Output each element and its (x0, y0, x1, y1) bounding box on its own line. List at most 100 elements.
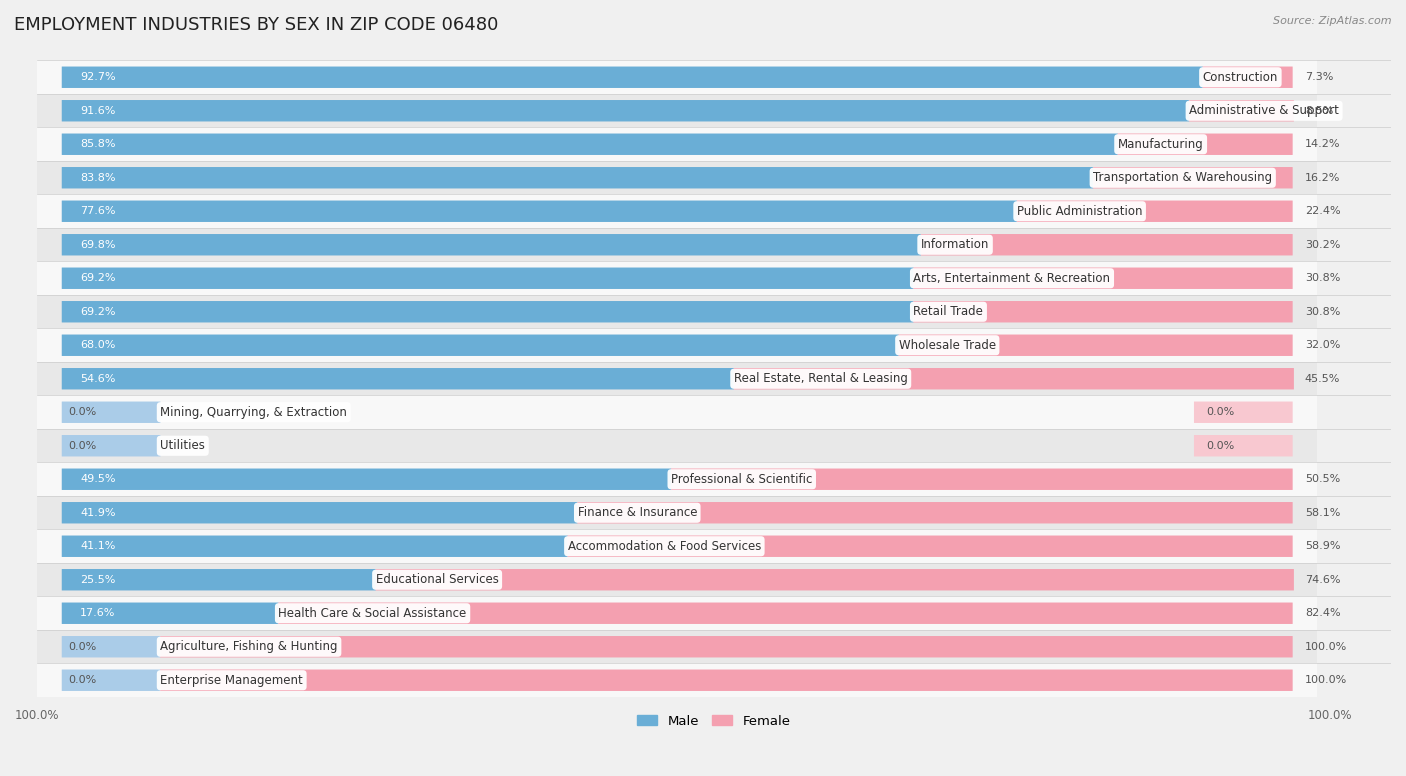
FancyBboxPatch shape (1118, 133, 1292, 155)
FancyBboxPatch shape (1092, 167, 1292, 189)
Text: 30.2%: 30.2% (1305, 240, 1340, 250)
Text: 54.6%: 54.6% (80, 374, 115, 384)
Text: Accommodation & Food Services: Accommodation & Food Services (568, 540, 761, 553)
Bar (37, 94, 1317, 127)
Text: 0.0%: 0.0% (67, 675, 96, 685)
FancyBboxPatch shape (62, 368, 734, 390)
Bar (37, 496, 1317, 529)
Bar (37, 462, 1317, 496)
Text: 49.5%: 49.5% (80, 474, 115, 484)
Text: 69.8%: 69.8% (80, 240, 115, 250)
Bar (37, 161, 1317, 195)
Text: Manufacturing: Manufacturing (1118, 138, 1204, 151)
Bar (37, 195, 1317, 228)
FancyBboxPatch shape (1017, 200, 1292, 222)
Text: 0.0%: 0.0% (67, 407, 96, 417)
FancyBboxPatch shape (62, 401, 160, 423)
Text: Professional & Scientific: Professional & Scientific (671, 473, 813, 486)
Text: Arts, Entertainment & Recreation: Arts, Entertainment & Recreation (914, 272, 1111, 285)
Text: Enterprise Management: Enterprise Management (160, 674, 304, 687)
Text: Source: ZipAtlas.com: Source: ZipAtlas.com (1274, 16, 1392, 26)
Text: 82.4%: 82.4% (1305, 608, 1340, 618)
FancyBboxPatch shape (62, 670, 160, 691)
Text: 0.0%: 0.0% (1206, 407, 1234, 417)
Text: 68.0%: 68.0% (80, 340, 115, 350)
Bar (37, 127, 1317, 161)
Text: 45.5%: 45.5% (1305, 374, 1340, 384)
Bar (37, 295, 1317, 328)
Bar (37, 563, 1317, 597)
FancyBboxPatch shape (62, 167, 1094, 189)
FancyBboxPatch shape (62, 636, 160, 657)
Text: Public Administration: Public Administration (1017, 205, 1142, 218)
Bar (37, 529, 1317, 563)
FancyBboxPatch shape (62, 535, 568, 557)
Bar (37, 429, 1317, 462)
Text: Administrative & Support: Administrative & Support (1189, 104, 1339, 117)
Text: 41.1%: 41.1% (80, 541, 115, 551)
Text: EMPLOYMENT INDUSTRIES BY SEX IN ZIP CODE 06480: EMPLOYMENT INDUSTRIES BY SEX IN ZIP CODE… (14, 16, 499, 33)
Text: 30.8%: 30.8% (1305, 307, 1340, 317)
Text: 58.9%: 58.9% (1305, 541, 1340, 551)
Text: 83.8%: 83.8% (80, 173, 115, 183)
FancyBboxPatch shape (62, 502, 578, 524)
Text: Utilities: Utilities (160, 439, 205, 452)
FancyBboxPatch shape (671, 469, 1292, 490)
Text: 17.6%: 17.6% (80, 608, 115, 618)
Legend: Male, Female: Male, Female (633, 709, 796, 733)
Text: 100.0%: 100.0% (1305, 642, 1347, 652)
Text: Information: Information (921, 238, 990, 251)
Text: Wholesale Trade: Wholesale Trade (898, 339, 995, 352)
FancyBboxPatch shape (914, 268, 1292, 289)
Bar (37, 262, 1317, 295)
FancyBboxPatch shape (62, 200, 1017, 222)
Text: 41.9%: 41.9% (80, 508, 115, 518)
FancyBboxPatch shape (921, 234, 1292, 255)
Text: 16.2%: 16.2% (1305, 173, 1340, 183)
FancyBboxPatch shape (375, 569, 1294, 591)
Text: 8.5%: 8.5% (1305, 106, 1333, 116)
Text: Agriculture, Fishing & Hunting: Agriculture, Fishing & Hunting (160, 640, 337, 653)
Text: Transportation & Warehousing: Transportation & Warehousing (1094, 171, 1272, 184)
FancyBboxPatch shape (62, 268, 914, 289)
Bar (37, 328, 1317, 362)
Text: 14.2%: 14.2% (1305, 139, 1340, 149)
Text: 0.0%: 0.0% (67, 441, 96, 451)
Text: 74.6%: 74.6% (1305, 575, 1340, 585)
Text: 0.0%: 0.0% (67, 642, 96, 652)
Text: Finance & Insurance: Finance & Insurance (578, 506, 697, 519)
FancyBboxPatch shape (62, 469, 671, 490)
Text: Educational Services: Educational Services (375, 573, 499, 586)
Text: 69.2%: 69.2% (80, 273, 115, 283)
FancyBboxPatch shape (62, 435, 160, 456)
Text: 50.5%: 50.5% (1305, 474, 1340, 484)
Text: 58.1%: 58.1% (1305, 508, 1340, 518)
FancyBboxPatch shape (160, 670, 1292, 691)
Text: 69.2%: 69.2% (80, 307, 115, 317)
FancyBboxPatch shape (62, 234, 921, 255)
Text: Mining, Quarrying, & Extraction: Mining, Quarrying, & Extraction (160, 406, 347, 419)
Text: 30.8%: 30.8% (1305, 273, 1340, 283)
Text: 32.0%: 32.0% (1305, 340, 1340, 350)
Text: 92.7%: 92.7% (80, 72, 115, 82)
Bar (37, 630, 1317, 663)
Text: 22.4%: 22.4% (1305, 206, 1340, 217)
Text: 85.8%: 85.8% (80, 139, 115, 149)
FancyBboxPatch shape (278, 602, 1292, 624)
Text: Health Care & Social Assistance: Health Care & Social Assistance (278, 607, 467, 620)
FancyBboxPatch shape (62, 301, 914, 323)
Text: 91.6%: 91.6% (80, 106, 115, 116)
Text: 25.5%: 25.5% (80, 575, 115, 585)
FancyBboxPatch shape (914, 301, 1292, 323)
Text: 0.0%: 0.0% (1206, 441, 1234, 451)
Text: Construction: Construction (1202, 71, 1278, 84)
Text: Real Estate, Rental & Leasing: Real Estate, Rental & Leasing (734, 372, 908, 385)
Text: 100.0%: 100.0% (1305, 675, 1347, 685)
Text: 77.6%: 77.6% (80, 206, 115, 217)
Bar (37, 61, 1317, 94)
FancyBboxPatch shape (62, 569, 375, 591)
FancyBboxPatch shape (1202, 67, 1292, 88)
Bar (37, 597, 1317, 630)
FancyBboxPatch shape (734, 368, 1294, 390)
Text: Retail Trade: Retail Trade (914, 305, 983, 318)
